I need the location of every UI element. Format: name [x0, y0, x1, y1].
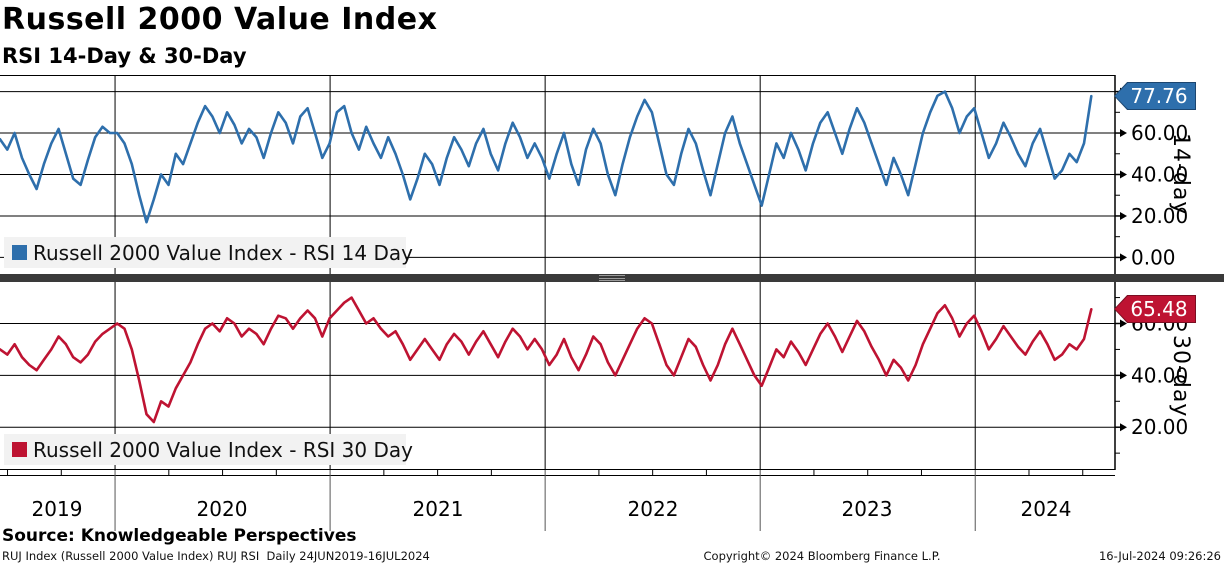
- x-tick-2022: 2022: [627, 497, 679, 521]
- last-value-badge-30: 65.48: [1114, 295, 1196, 323]
- chart-subtitle: RSI 14-Day & 30-Day: [2, 44, 247, 68]
- x-tick-2021: 2021: [412, 497, 464, 521]
- legend-label: Russell 2000 Value Index - RSI 30 Day: [33, 437, 413, 462]
- last-value-badge-14: 77.76: [1114, 82, 1196, 110]
- axis-tick-label: 40.00: [1131, 163, 1188, 187]
- chart-title: Russell 2000 Value Index: [2, 2, 438, 37]
- legend-rsi-14[interactable]: Russell 2000 Value Index - RSI 14 Day: [4, 237, 413, 268]
- footer-ticker-info: RUJ Index (Russell 2000 Value Index) RUJ…: [2, 549, 430, 563]
- footer-timestamp: 16-Jul-2024 09:26:26: [1098, 549, 1221, 563]
- legend-rsi-30[interactable]: Russell 2000 Value Index - RSI 30 Day: [4, 434, 413, 465]
- y-axis-title-14-day: 14-day: [1168, 133, 1193, 216]
- axis-tick-label: 20.00: [1131, 415, 1188, 439]
- x-tick-2023: 2023: [841, 497, 893, 521]
- rsi-series-line: [0, 90, 1093, 224]
- panel-resize-handle[interactable]: [599, 275, 625, 281]
- legend-swatch-icon: [12, 245, 27, 260]
- tick-arrow-icon: [1120, 211, 1127, 220]
- rsi-series-line: [0, 296, 1093, 424]
- rsi-14-plot-area[interactable]: 60.00 40.00 20.00 0.00: [0, 75, 1224, 274]
- legend-label: Russell 2000 Value Index - RSI 14 Day: [33, 240, 413, 265]
- tick-arrow-icon: [1120, 253, 1127, 262]
- x-tick-2019: 2019: [31, 497, 83, 521]
- legend-swatch-icon: [12, 442, 27, 457]
- tick-arrow-icon: [1120, 423, 1127, 432]
- tick-arrow-icon: [1120, 371, 1127, 380]
- y-axis-title-30-day: 30-day: [1168, 334, 1193, 418]
- footer-copyright: Copyright© 2024 Bloomberg Finance L.P.: [703, 549, 941, 563]
- x-axis: [0, 470, 1115, 531]
- tick-arrow-icon: [1120, 129, 1127, 138]
- tick-arrow-icon: [1120, 170, 1127, 179]
- axis-tick-label: 0.00: [1131, 245, 1176, 269]
- last-value-14: 77.76: [1130, 84, 1188, 108]
- axis-tick-label: 40.00: [1131, 363, 1188, 387]
- x-tick-2020: 2020: [196, 497, 248, 521]
- tick-arrow-icon: [1120, 319, 1127, 328]
- x-tick-2024: 2024: [1020, 497, 1072, 521]
- last-value-30: 65.48: [1130, 297, 1188, 321]
- source-note: Source: Knowledgeable Perspectives: [2, 526, 357, 546]
- axis-tick-label: 60.00: [1131, 121, 1188, 145]
- axis-tick-label: 20.00: [1131, 204, 1188, 228]
